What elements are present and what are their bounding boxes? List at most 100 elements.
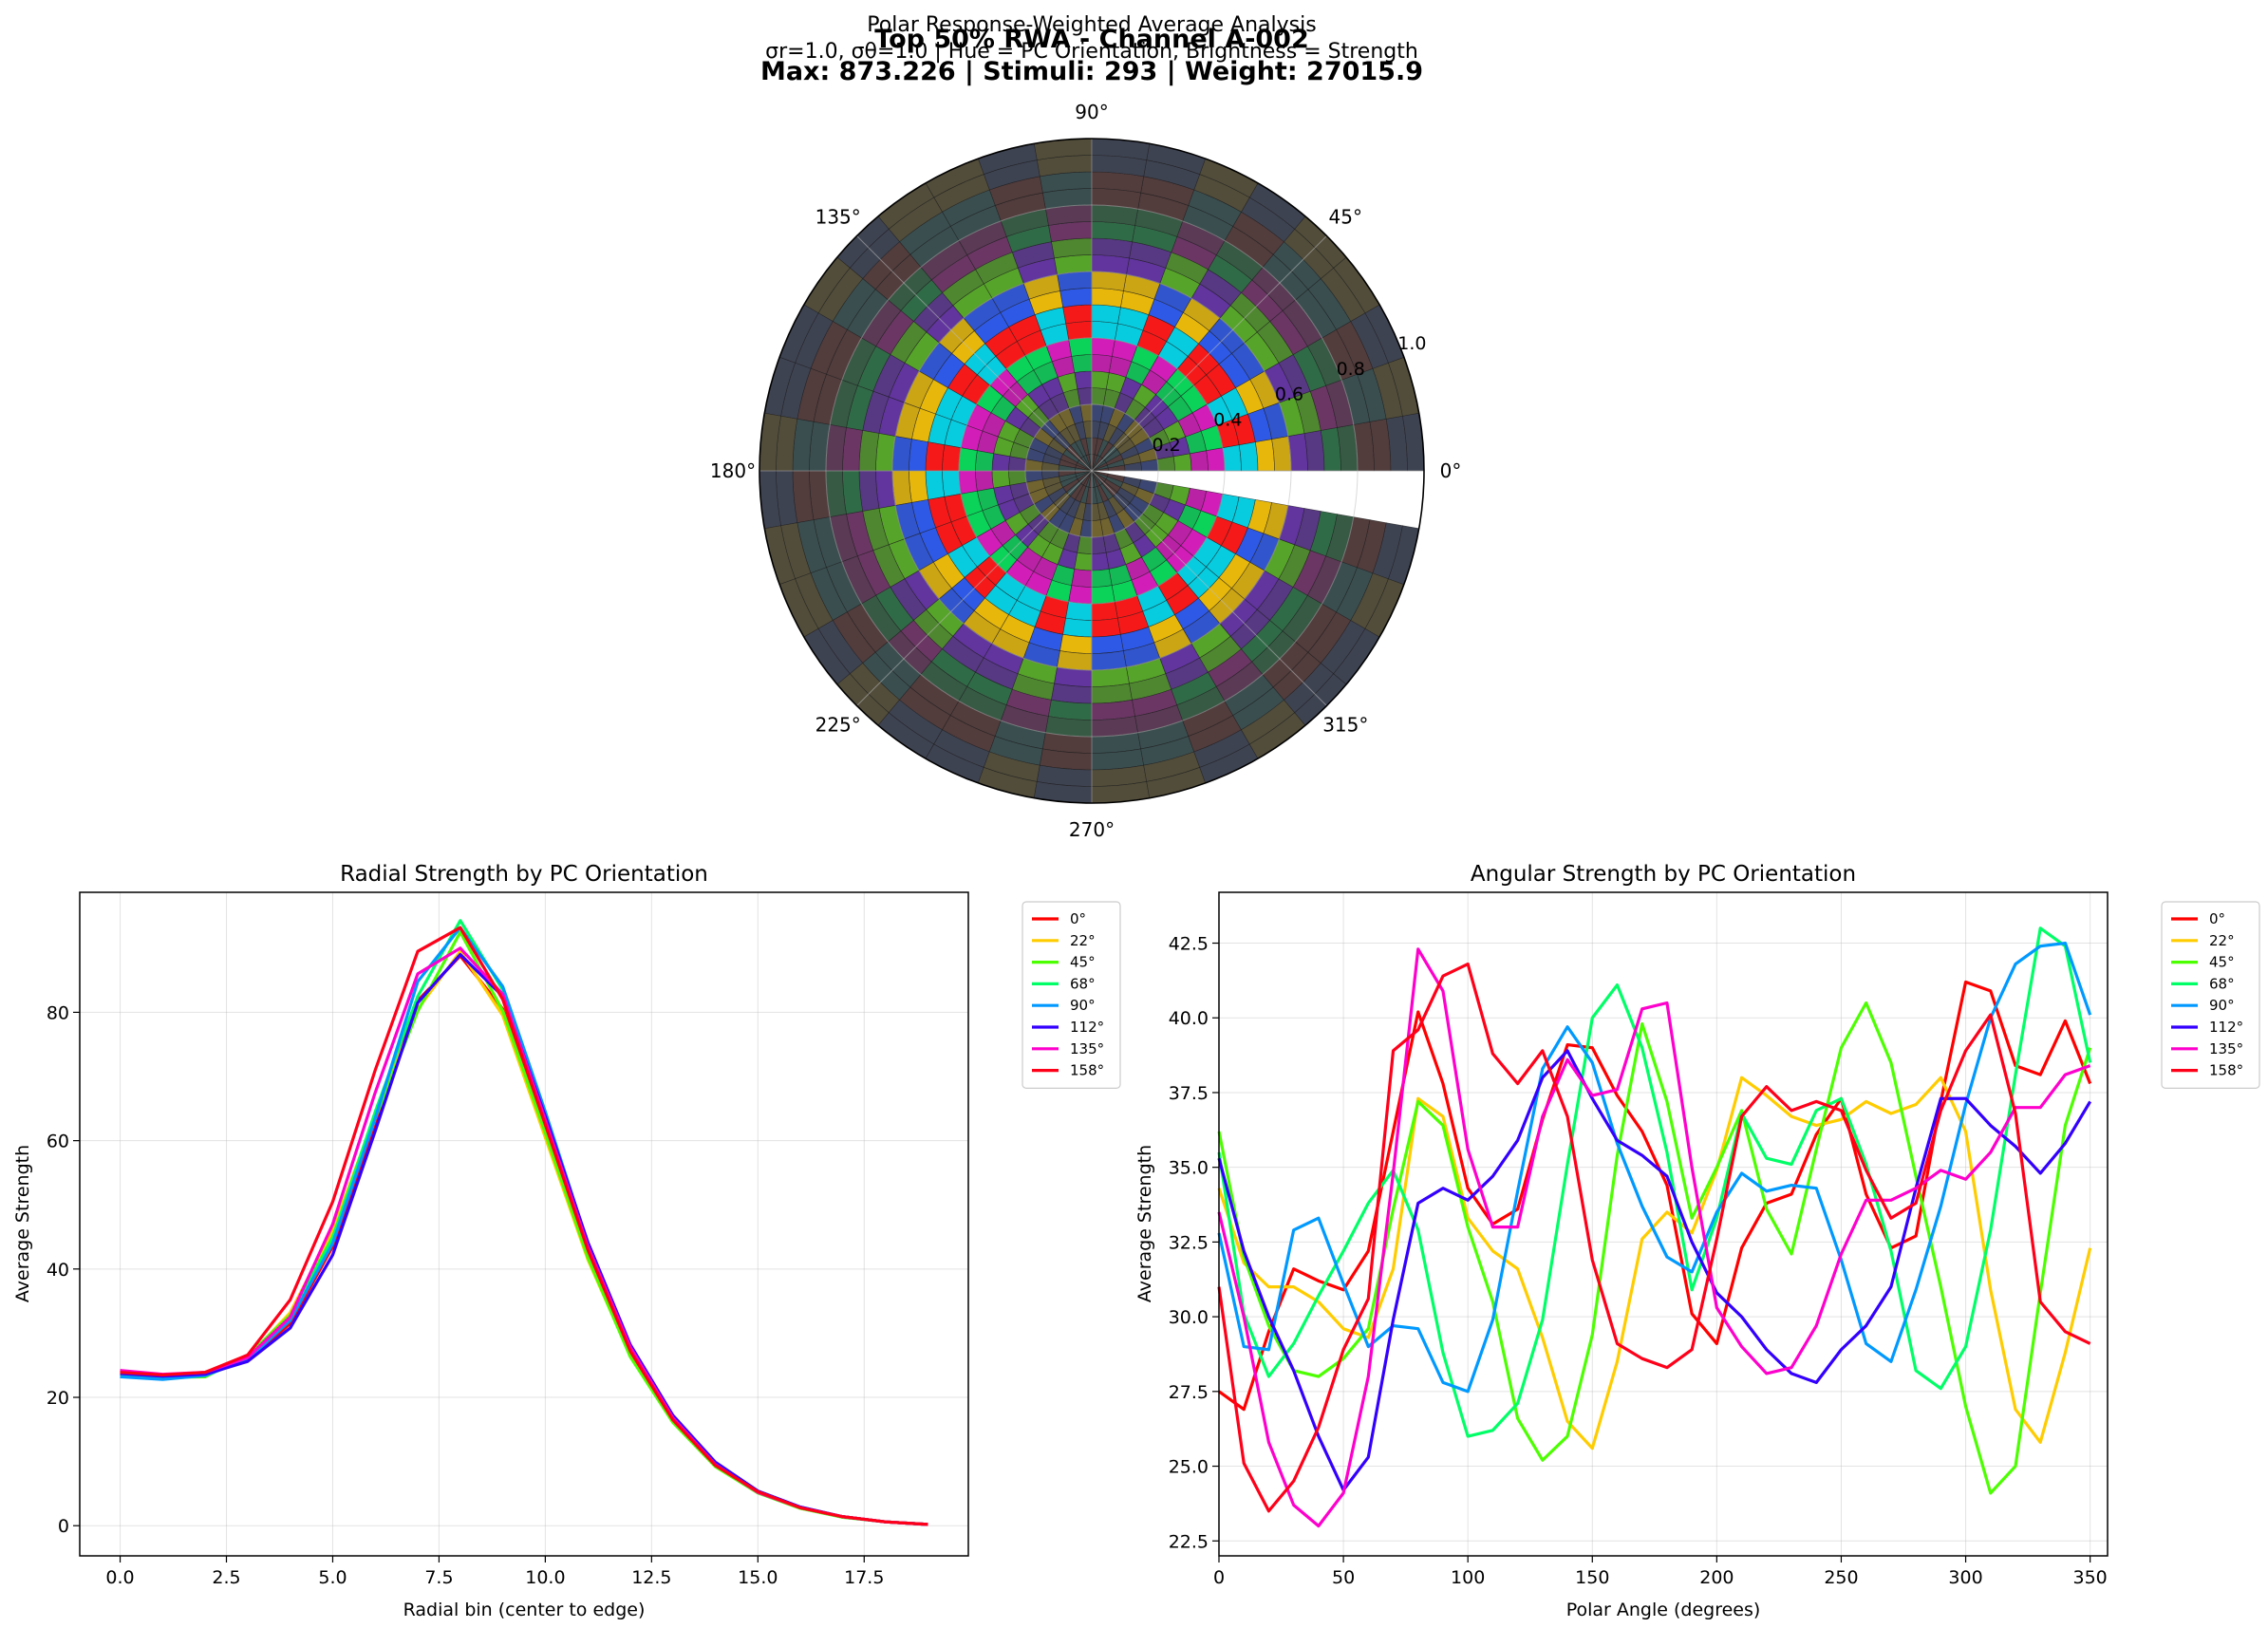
- x-tick-label: 50: [1332, 1567, 1355, 1588]
- polar-radial-label: 1.0: [1397, 333, 1426, 354]
- polar-cell: [1091, 387, 1107, 406]
- polar-cell: [1068, 337, 1093, 357]
- polar-cell: [1062, 617, 1093, 638]
- radial-chart-ylabel: Average Strength: [12, 1145, 33, 1302]
- polar-cell: [1077, 535, 1093, 554]
- radial-chart-series: [120, 919, 928, 1526]
- polar-radial-label: 0.4: [1213, 409, 1242, 430]
- polar-cell: [1059, 288, 1093, 309]
- legend-label: 22°: [1070, 932, 1096, 949]
- x-tick-label: 200: [1699, 1567, 1734, 1588]
- polar-cell: [909, 470, 929, 503]
- polar-heatmap: 0°45°90°135°180°225°270°315° 0.20.40.60.…: [710, 13, 1461, 841]
- radial-chart-legend: 0° 22° 45° 68° 90° 112° 135° 158°: [1022, 901, 1121, 1089]
- series-line-90deg: [1217, 941, 2092, 1394]
- polar-cell: [1254, 439, 1275, 472]
- y-tick-label: 40.0: [1169, 1008, 1209, 1029]
- x-tick-label: 15.0: [738, 1567, 778, 1588]
- polar-cell: [1057, 650, 1093, 671]
- polar-cell: [1190, 450, 1209, 472]
- x-tick-label: 250: [1824, 1567, 1858, 1588]
- legend-label: 68°: [2209, 975, 2235, 992]
- radial-chart-frame: [79, 891, 969, 1557]
- x-tick-label: 150: [1575, 1567, 1609, 1588]
- angular-chart-frame: [1218, 891, 2109, 1557]
- polar-cell: [1051, 683, 1093, 704]
- polar-angle-tick-labels: 0° 45° 90° 135° 180° 225° 270° 315°: [710, 101, 1461, 841]
- legend-label: 158°: [1070, 1062, 1104, 1079]
- polar-angle-label: 270°: [1069, 818, 1115, 841]
- angular-chart-ticks: 0 50 100 150 200 250 300 350 22.5 25.0 27.5 30.0 32.…: [1169, 934, 2108, 1588]
- series-line-68deg: [1217, 926, 2092, 1438]
- polar-angle-label: 45°: [1329, 206, 1362, 229]
- polar-cell: [891, 436, 912, 472]
- x-tick-label: 2.5: [212, 1567, 240, 1588]
- polar-cell: [1091, 585, 1115, 605]
- x-tick-label: 10.0: [525, 1567, 565, 1588]
- radial-chart-ticks: 0.0 2.5 5.0 7.5 10.0 12.5 15.0 17.5 0 20 40 60 80: [47, 1002, 885, 1588]
- polar-angle-label: 0°: [1440, 459, 1462, 482]
- legend-label: 158°: [2209, 1062, 2243, 1079]
- polar-heatmap-cells: [759, 138, 1425, 804]
- polar-angle-label: 180°: [710, 459, 756, 482]
- x-tick-label: 17.5: [844, 1567, 884, 1588]
- polar-cell: [1062, 304, 1093, 325]
- polar-cell: [1091, 288, 1124, 309]
- polar-angle-gridline: [856, 235, 1093, 472]
- y-tick-label: 22.5: [1169, 1531, 1209, 1552]
- x-tick-label: 7.5: [424, 1567, 453, 1588]
- x-tick-label: 300: [1948, 1567, 1982, 1588]
- polar-cell: [925, 441, 946, 472]
- y-tick-label: 20: [47, 1388, 69, 1409]
- polar-angle-label: 315°: [1322, 713, 1368, 736]
- series-line-158deg: [120, 926, 928, 1526]
- polar-cell: [1091, 271, 1127, 291]
- polar-cell: [1091, 601, 1118, 621]
- series-line-135deg: [1217, 947, 2091, 1528]
- polar-radial-label: 0.8: [1337, 359, 1365, 380]
- polar-cell: [909, 439, 929, 472]
- polar-cell: [1065, 321, 1093, 341]
- polar-cell: [1271, 436, 1292, 472]
- polar-angle-gridline: [856, 470, 1093, 706]
- y-tick-label: 37.5: [1169, 1083, 1209, 1104]
- polar-cell: [1091, 321, 1118, 341]
- polar-cell: [1091, 337, 1115, 357]
- polar-cell: [1091, 304, 1121, 325]
- x-tick-label: 5.0: [318, 1567, 347, 1588]
- polar-angle-label: 135°: [815, 206, 861, 229]
- legend-label: 45°: [2209, 954, 2235, 971]
- polar-gridlines: [759, 139, 1424, 803]
- polar-cell: [958, 447, 978, 472]
- polar-cell: [1008, 456, 1027, 472]
- suptitle-line2: Max: 873.226 | Stimuli: 293 | Weight: 27…: [760, 57, 1423, 86]
- radial-strength-chart: 0.0 2.5 5.0 7.5 10.0 12.5 15.0 17.5 0 20 40 60 80 Ra…: [12, 862, 1121, 1620]
- legend-label: 45°: [1070, 954, 1096, 971]
- x-tick-label: 12.5: [631, 1567, 671, 1588]
- angular-chart-title: Angular Strength by PC Orientation: [1471, 862, 1856, 887]
- polar-angle-gridline: [1091, 235, 1327, 472]
- x-tick-label: 350: [2073, 1567, 2108, 1588]
- series-line-158deg: [1217, 962, 2091, 1513]
- polar-cell: [1091, 683, 1133, 704]
- polar-cell: [1057, 271, 1093, 291]
- polar-radial-label: 0.2: [1153, 435, 1181, 456]
- polar-cell: [1238, 441, 1259, 472]
- polar-title-line2: σr=1.0, σθ=1.0 | Hue = PC Orientation, B…: [765, 40, 1418, 64]
- polar-cell: [858, 430, 880, 472]
- y-tick-label: 27.5: [1169, 1382, 1209, 1403]
- polar-title-line1: Polar Response-Weighted Average Analysis: [867, 13, 1316, 37]
- polar-cell: [1206, 447, 1226, 472]
- y-tick-label: 42.5: [1169, 934, 1209, 955]
- legend-label: 22°: [2209, 932, 2235, 949]
- angular-chart-gridlines: [1218, 892, 2108, 1556]
- polar-cell: [1051, 237, 1093, 259]
- y-tick-label: 80: [47, 1002, 69, 1023]
- legend-label: 90°: [2209, 997, 2235, 1014]
- angular-chart-series: [1217, 926, 2092, 1528]
- y-tick-label: 60: [47, 1132, 69, 1152]
- polar-cell: [925, 470, 946, 500]
- radial-chart-xlabel: Radial bin (center to edge): [403, 1600, 646, 1620]
- angular-chart-legend: 0° 22° 45° 68° 90° 112° 135° 158°: [2161, 901, 2260, 1089]
- polar-cell: [1059, 633, 1093, 654]
